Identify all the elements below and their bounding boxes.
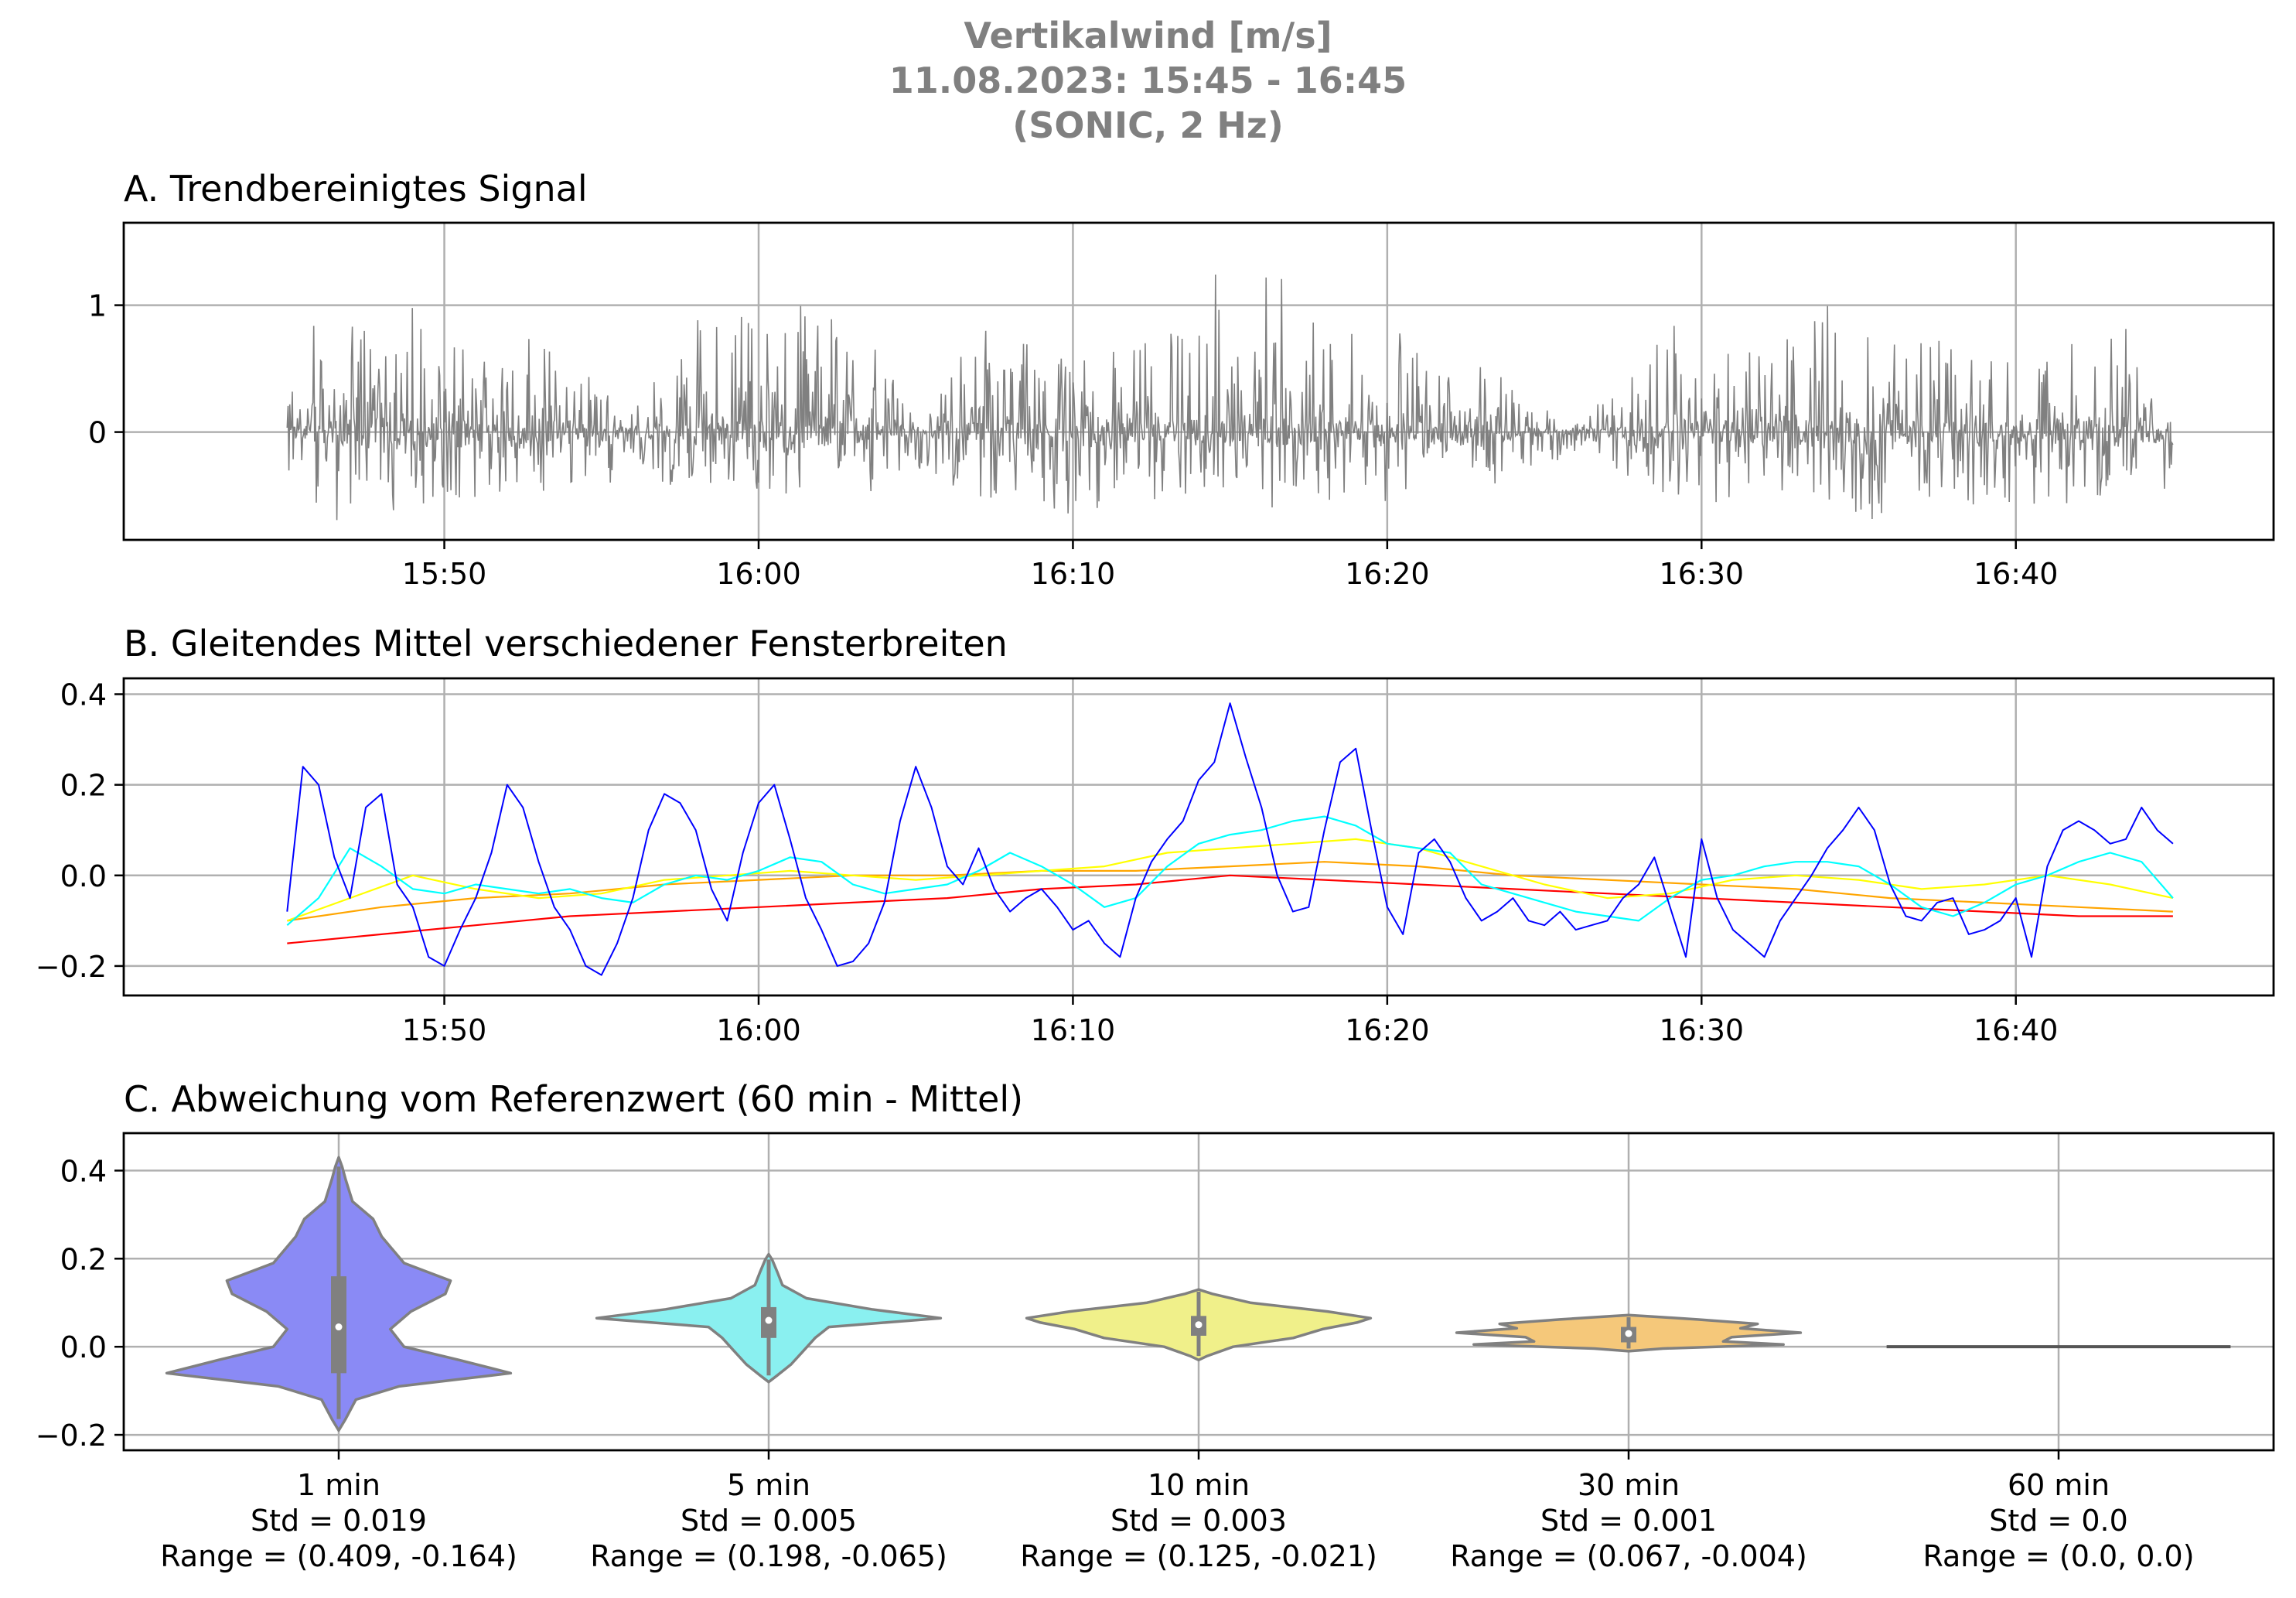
category-label: 10 min (1148, 1468, 1250, 1502)
tick-label-x: 16:00 (716, 557, 801, 591)
violin-median-marker (1195, 1321, 1203, 1329)
tick-label-y: 0.0 (60, 1330, 107, 1364)
figure-title-line-3: (SONIC, 2 Hz) (1012, 104, 1284, 146)
series-line-10min (286, 838, 2174, 922)
category-std-label: Std = 0.001 (1540, 1504, 1717, 1538)
tick-label-y: 0.0 (60, 859, 107, 893)
tick-label-y: 0.4 (60, 678, 107, 712)
category-std-label: Std = 0.0 (1989, 1504, 2128, 1538)
axes-frame (122, 1132, 2275, 1452)
tick-label-y: −0.2 (36, 950, 107, 984)
tick-label-x: 16:10 (1031, 1013, 1116, 1047)
tick-label-x: 16:20 (1345, 557, 1430, 591)
category-range-label: Range = (0.409, -0.164) (160, 1539, 517, 1573)
tick-label-x: 16:40 (1974, 1013, 2059, 1047)
category-std-label: Std = 0.003 (1110, 1504, 1287, 1538)
tick-label-y: 0 (88, 416, 107, 450)
panel-title: A. Trendbereinigtes Signal (124, 168, 588, 210)
panel-c-violins: C. Abweichung vom Referenzwert (60 min -… (36, 1078, 2275, 1573)
panel-a-time-series: A. Trendbereinigtes Signal 0 1 15:50 16:00 16… (88, 168, 2275, 591)
violin-median-marker (1625, 1330, 1632, 1337)
tick-label-y: 1 (88, 289, 107, 323)
tick-label-y: 0.4 (60, 1154, 107, 1188)
tick-label-x: 16:30 (1660, 557, 1745, 591)
tick-label-y: −0.2 (36, 1419, 107, 1453)
category-label: 1 min (297, 1468, 380, 1502)
figure-title-line-2: 11.08.2023: 15:45 - 16:45 (889, 60, 1407, 101)
violin-median-marker (765, 1316, 773, 1324)
axes-frame (122, 677, 2275, 997)
series-line-1min (286, 702, 2174, 976)
tick-label-x: 16:10 (1031, 557, 1116, 591)
category-label: 30 min (1578, 1468, 1680, 1502)
figure-title-line-1: Vertikalwind [m/s] (964, 15, 1332, 56)
category-range-label: Range = (0.125, -0.021) (1020, 1539, 1377, 1573)
tick-label-y: 0.2 (60, 769, 107, 803)
axes-frame (122, 221, 2275, 541)
tick-label-x: 16:40 (1974, 557, 2059, 591)
category-label: 5 min (727, 1468, 810, 1502)
tick-label-x: 15:50 (402, 557, 487, 591)
category-std-label: Std = 0.019 (251, 1504, 427, 1538)
tick-label-x: 16:00 (716, 1013, 801, 1047)
category-std-label: Std = 0.005 (681, 1504, 857, 1538)
category-range-label: Range = (0.0, 0.0) (1922, 1539, 2194, 1573)
tick-label-x: 16:20 (1345, 1013, 1430, 1047)
tick-label-y: 0.2 (60, 1242, 107, 1276)
violin-median-marker (335, 1323, 343, 1331)
panel-title: B. Gleitendes Mittel verschiedener Fenst… (124, 623, 1008, 664)
series-line-5min (286, 815, 2174, 927)
series-line-30min (287, 861, 2173, 922)
category-range-label: Range = (0.198, -0.065) (590, 1539, 947, 1573)
series-line-raw-signal (286, 274, 2174, 521)
tick-label-x: 16:30 (1660, 1013, 1745, 1047)
tick-label-x: 15:50 (402, 1013, 487, 1047)
category-range-label: Range = (0.067, -0.004) (1450, 1539, 1807, 1573)
panel-b-moving-averages: B. Gleitendes Mittel verschiedener Fenst… (36, 623, 2275, 1047)
panel-title: C. Abweichung vom Referenzwert (60 min -… (124, 1078, 1023, 1120)
series-line-60min (287, 874, 2173, 944)
category-label: 60 min (2008, 1468, 2110, 1502)
